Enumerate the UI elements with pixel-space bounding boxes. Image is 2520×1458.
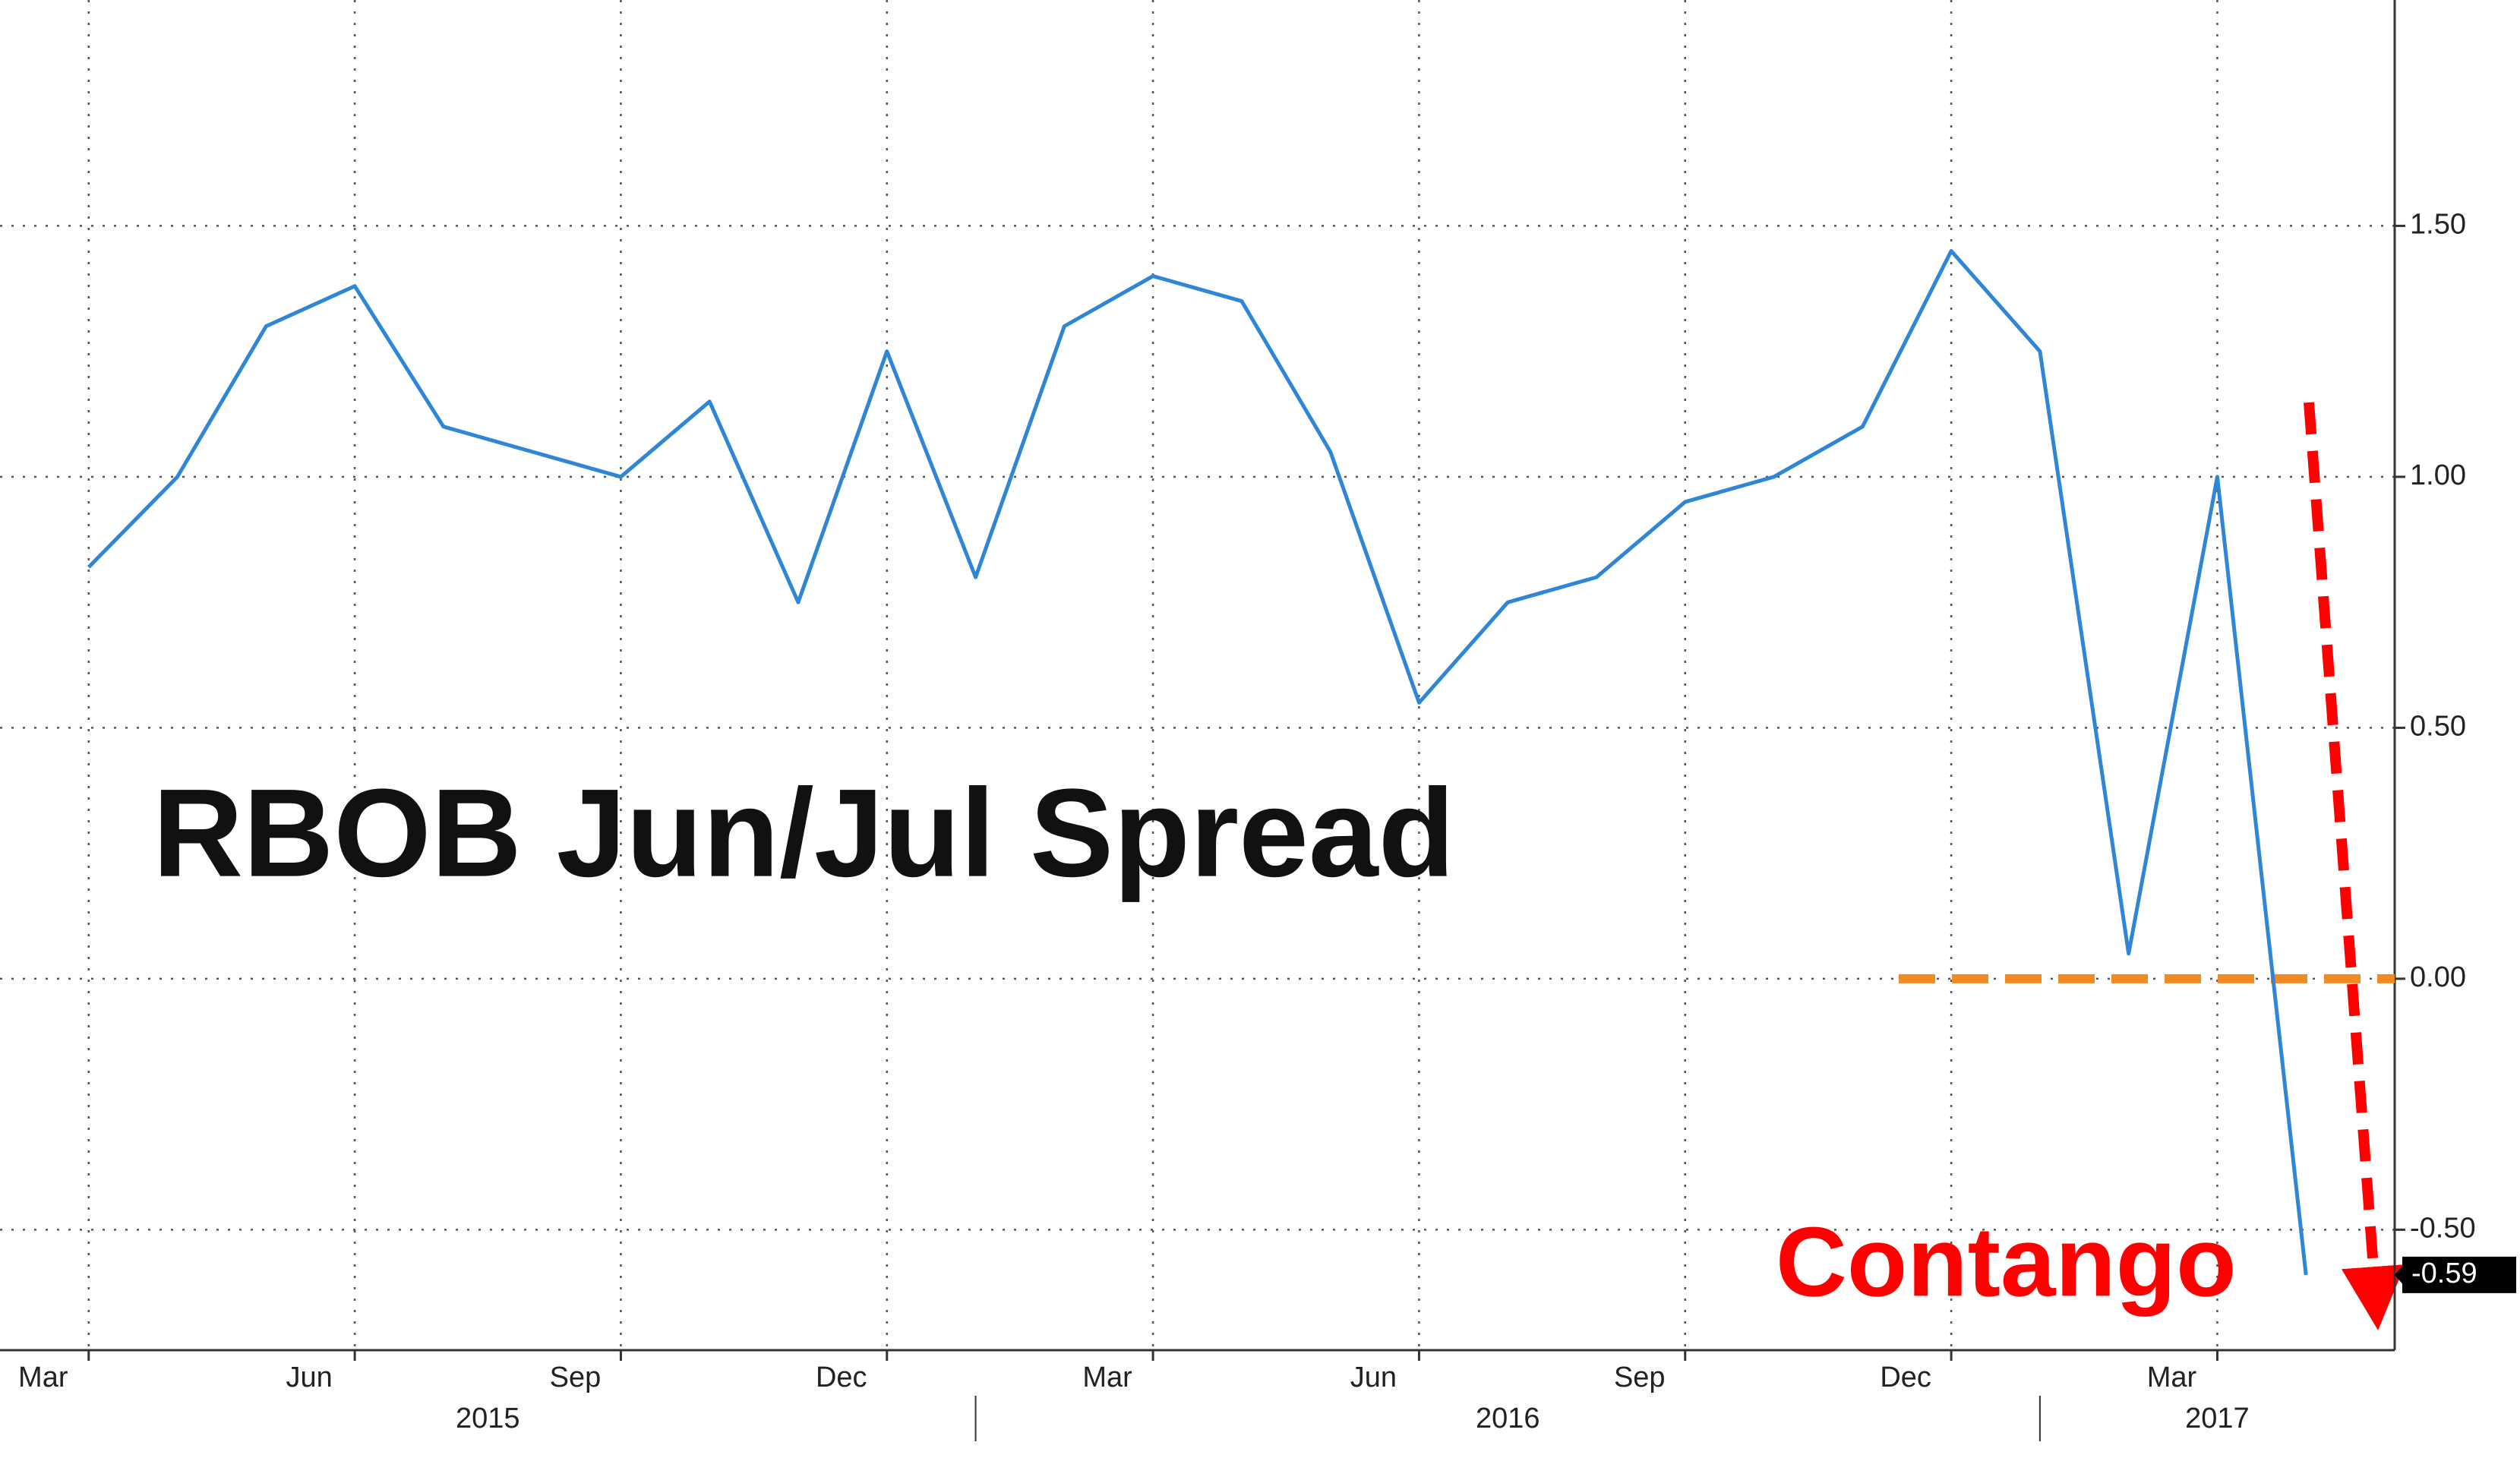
last-value-label: -0.59: [2411, 1258, 2477, 1289]
y-tick-label: 1.50: [2410, 208, 2466, 240]
x-tick-label: Mar: [18, 1362, 68, 1393]
chart-title: RBOB Jun/Jul Spread: [153, 763, 1454, 903]
year-label: 2016: [1476, 1403, 1540, 1434]
x-tick-label: Jun: [1350, 1362, 1397, 1393]
y-tick-label: 1.00: [2410, 459, 2466, 491]
last-value-box: [2402, 1256, 2516, 1293]
x-tick-label: Sep: [1614, 1362, 1666, 1393]
y-tick-label: 0.50: [2410, 710, 2466, 742]
x-tick-label: Dec: [816, 1362, 867, 1393]
year-label: 2015: [456, 1403, 520, 1434]
y-tick-label: -0.50: [2410, 1212, 2476, 1244]
trend-arrow: [2304, 402, 2405, 1330]
x-tick-label: Dec: [1880, 1362, 1931, 1393]
year-label: 2017: [2185, 1403, 2250, 1434]
x-tick-label: Mar: [1082, 1362, 1132, 1393]
y-tick-label: 0.00: [2410, 961, 2466, 993]
last-value-pointer: [2395, 1264, 2404, 1286]
series-line: [87, 248, 2308, 1276]
x-tick-label: Jun: [286, 1362, 332, 1393]
x-tick-label: Mar: [2147, 1362, 2197, 1393]
x-tick-label: Sep: [550, 1362, 602, 1393]
annotation: Contango: [1776, 1206, 2237, 1317]
